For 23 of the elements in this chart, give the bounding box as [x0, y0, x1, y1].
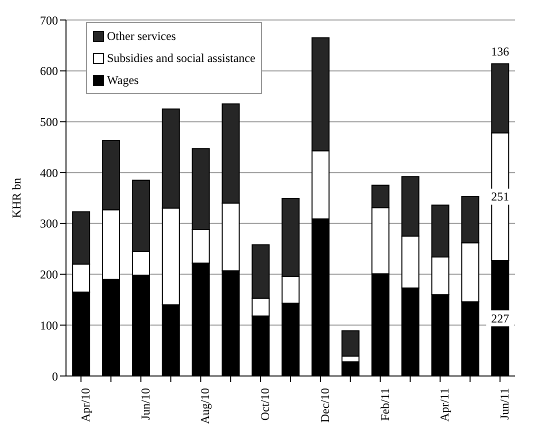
data-label: 227 — [491, 311, 510, 326]
x-tick-label: Jun/11 — [498, 388, 512, 420]
x-tick-label: Feb/11 — [378, 388, 392, 421]
x-tick-label: Jun/10 — [138, 388, 152, 420]
x-tick-label: Apr/11 — [438, 388, 452, 422]
legend-label: Wages — [107, 72, 139, 89]
y-tick-label: 0 — [52, 369, 58, 384]
y-tick-label: 700 — [40, 13, 58, 28]
legend-label: Subsidies and social assistance — [107, 50, 256, 67]
legend-label: Other services — [107, 28, 176, 45]
y-tick-label: 400 — [40, 166, 58, 180]
data-label: 251 — [491, 190, 510, 204]
y-tick-label: 200 — [40, 268, 58, 282]
x-tick-label: Dec/10 — [318, 388, 332, 423]
x-tick-label: Aug/10 — [198, 388, 212, 424]
y-tick-label: 100 — [40, 318, 58, 332]
x-tick-label: Apr/10 — [78, 388, 92, 422]
y-tick-label: 600 — [40, 64, 58, 78]
y-tick-label: 500 — [40, 114, 58, 129]
x-tick-label: Oct/10 — [258, 388, 272, 421]
y-tick-label: 300 — [40, 216, 58, 231]
y-axis-title: KHR bn — [9, 178, 24, 218]
data-label: 136 — [491, 44, 510, 59]
